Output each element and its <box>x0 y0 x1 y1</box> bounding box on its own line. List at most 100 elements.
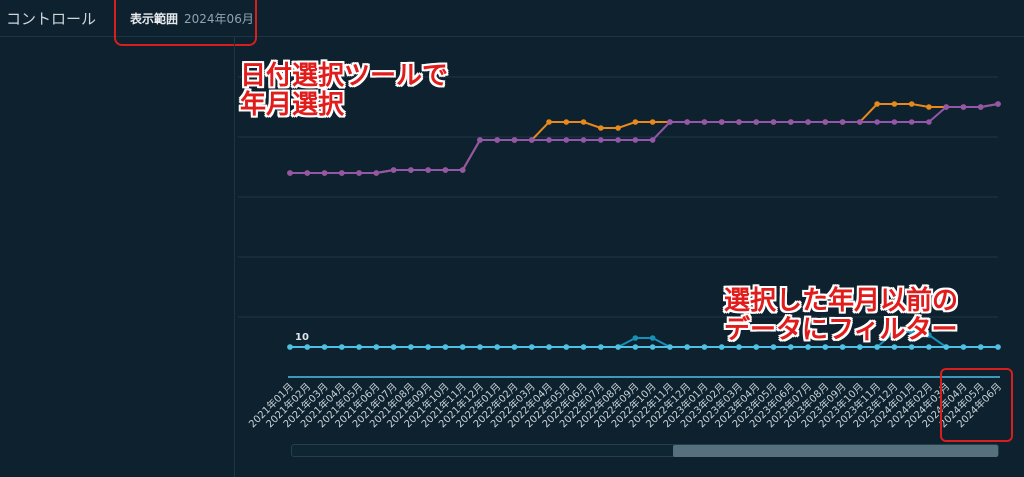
data-point <box>477 137 483 143</box>
data-point <box>822 344 829 350</box>
data-point <box>667 119 673 125</box>
data-point <box>580 344 587 350</box>
data-point <box>891 329 898 335</box>
data-point <box>287 170 293 176</box>
data-point <box>891 344 898 350</box>
data-point <box>943 104 949 110</box>
data-point <box>442 167 449 173</box>
annotation-bottom-line1: 選択した年月以前の <box>724 286 959 316</box>
data-point <box>684 344 690 350</box>
data-point <box>908 101 915 107</box>
data-point <box>511 344 518 350</box>
data-point <box>373 170 380 176</box>
data-point <box>304 170 311 176</box>
data-point <box>908 344 915 350</box>
data-point <box>753 119 760 125</box>
data-label: 10 <box>295 332 309 343</box>
data-point <box>459 344 466 350</box>
data-point <box>718 344 725 350</box>
data-point <box>874 119 880 125</box>
annotation-top: 日付選択ツールで 年月選択 <box>240 62 448 120</box>
data-point <box>563 119 570 125</box>
data-point <box>753 344 760 350</box>
annotation-top-line1: 日付選択ツールで <box>240 61 449 91</box>
data-point <box>874 344 880 350</box>
data-point <box>770 344 777 350</box>
annotation-bottom: 選択した年月以前の データにフィルター <box>724 287 958 345</box>
series-line-1 <box>290 103 999 174</box>
data-point <box>632 119 639 125</box>
data-point <box>477 344 483 350</box>
data-point <box>425 344 431 350</box>
date-range-selector[interactable]: 表示範囲 2024年06月 <box>130 10 254 27</box>
data-point <box>528 344 535 350</box>
data-point <box>839 119 846 125</box>
data-point <box>684 119 690 125</box>
data-point <box>598 344 604 350</box>
data-point <box>615 137 621 143</box>
data-point <box>960 104 967 110</box>
top-bar: コントロール 表示範囲 2024年06月 <box>0 0 1024 37</box>
highlight-box-latest <box>940 368 1013 442</box>
data-point <box>373 344 380 350</box>
data-point <box>321 170 328 176</box>
control-panel <box>0 37 235 477</box>
data-point <box>356 344 362 350</box>
range-label: 表示範囲 <box>130 12 179 26</box>
data-point <box>408 167 414 173</box>
data-point <box>563 137 570 143</box>
data-point <box>926 332 932 338</box>
annotation-bottom-line2: データにフィルター <box>724 315 958 345</box>
zoom-scrollbar-thumb[interactable] <box>673 445 998 457</box>
data-point <box>787 344 794 350</box>
data-point <box>494 137 501 143</box>
data-point <box>736 344 742 350</box>
data-point <box>649 119 656 125</box>
data-point <box>598 125 604 131</box>
data-point <box>995 101 1001 107</box>
data-point <box>926 119 932 125</box>
data-point <box>839 344 846 350</box>
range-value[interactable]: 2024年06月 <box>184 12 254 26</box>
data-point <box>287 344 293 350</box>
data-point <box>580 137 587 143</box>
data-point <box>321 344 328 350</box>
data-point <box>632 344 639 350</box>
data-point <box>977 344 984 350</box>
data-point <box>822 119 829 125</box>
data-point <box>891 119 898 125</box>
data-point <box>718 119 725 125</box>
data-point <box>425 167 431 173</box>
data-point <box>459 167 466 173</box>
data-point <box>563 344 570 350</box>
data-point <box>390 167 397 173</box>
data-point <box>891 101 898 107</box>
data-point <box>977 104 984 110</box>
data-point <box>615 125 621 131</box>
data-point <box>770 119 777 125</box>
data-point <box>667 344 673 350</box>
data-point <box>857 119 863 125</box>
data-point <box>649 137 656 143</box>
data-point <box>494 344 501 350</box>
data-point <box>546 344 552 350</box>
data-point <box>339 170 345 176</box>
highlight-box-range <box>114 0 257 46</box>
data-point <box>995 344 1001 350</box>
data-point <box>339 344 345 350</box>
page-title: コントロール <box>6 10 97 28</box>
data-point <box>649 335 656 341</box>
data-point <box>926 104 932 110</box>
data-point <box>874 101 880 107</box>
data-point <box>408 344 414 350</box>
data-point <box>615 344 621 350</box>
data-point <box>649 344 656 350</box>
data-point <box>304 344 311 350</box>
data-point <box>908 119 915 125</box>
data-point <box>943 344 949 350</box>
data-point <box>390 344 397 350</box>
data-point <box>632 137 639 143</box>
data-point <box>356 170 362 176</box>
data-point <box>546 119 552 125</box>
